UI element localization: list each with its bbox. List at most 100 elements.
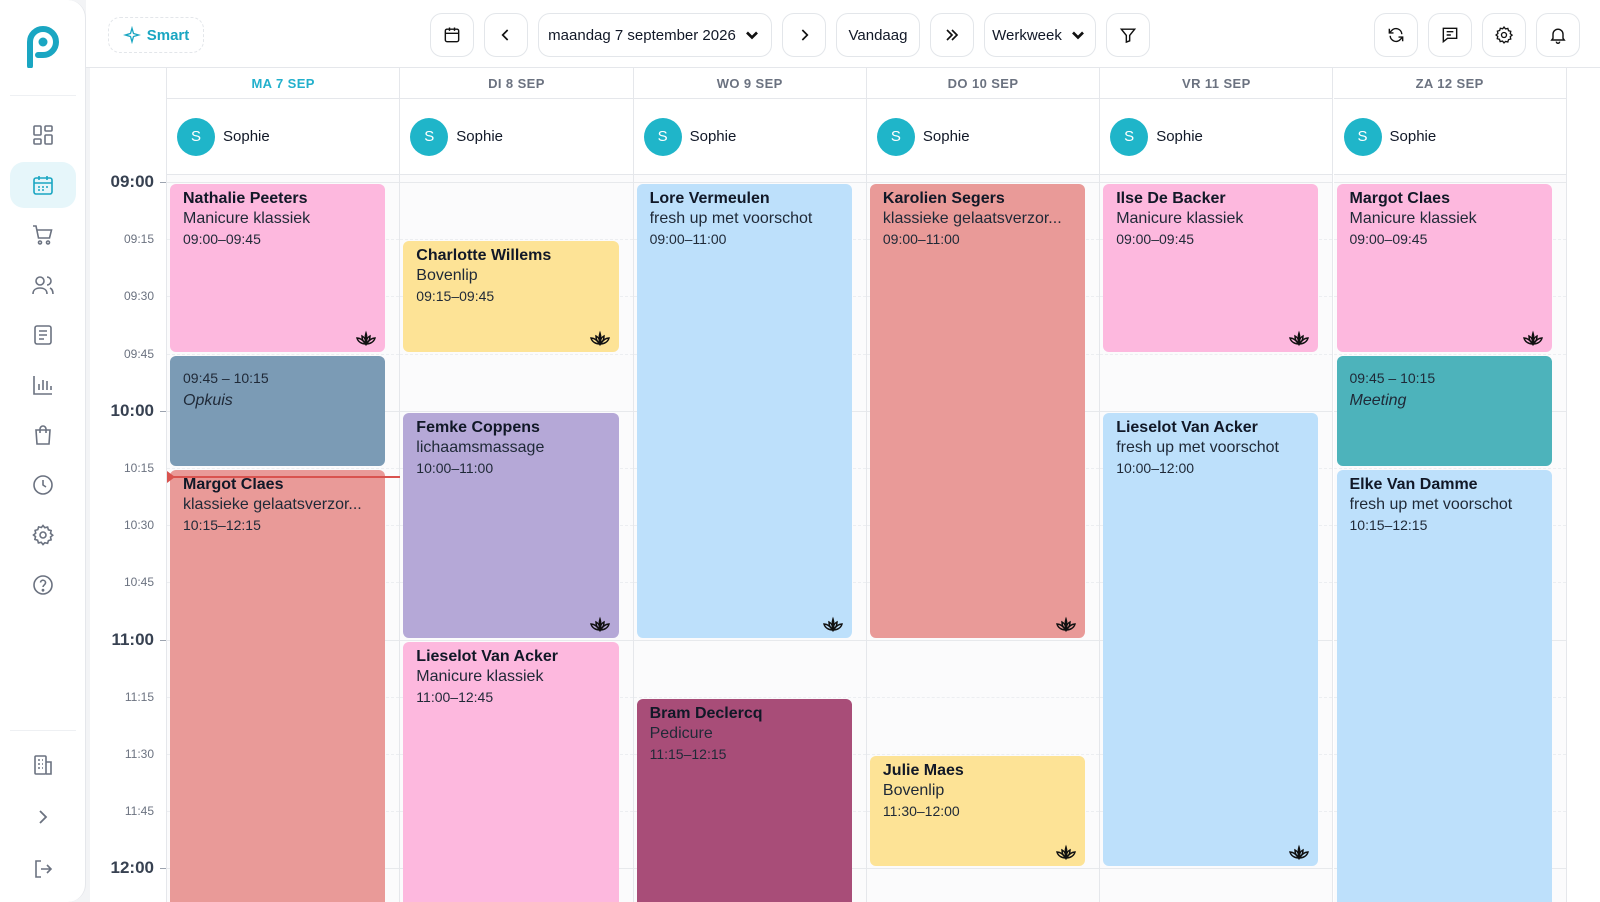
appointment-time: 09:45 – 10:15 (183, 369, 269, 386)
settings-icon (32, 524, 54, 546)
nav-logout[interactable] (10, 846, 76, 892)
appointment-card[interactable]: Karolien Segers klassieke gelaatsverzor..… (869, 184, 1086, 638)
service-name: Pedicure (649, 724, 713, 742)
date-selector[interactable]: maandag 7 september 2026 (538, 13, 772, 57)
time-tick (160, 182, 166, 183)
nav-settings[interactable] (10, 512, 76, 558)
avatar: S (643, 117, 682, 156)
nav-cart[interactable] (10, 212, 76, 258)
slot-line (866, 754, 1100, 755)
staff-header[interactable]: S Sophie (1100, 99, 1333, 175)
nav-dashboard[interactable] (10, 112, 76, 158)
lotus-icon (1288, 844, 1310, 861)
blocked-time-slot[interactable]: 09:45 – 10:15 Opkuis (170, 355, 386, 466)
smart-label: Smart (146, 26, 190, 44)
nav-users[interactable] (10, 262, 76, 308)
appointment-card[interactable]: Lieselot Van Acker fresh up met voorschot… (1103, 412, 1319, 867)
client-name: Julie Maes (882, 762, 964, 779)
appointment-card[interactable]: Elke Van Damme fresh up met voorschot 10:1… (1336, 470, 1552, 902)
brand-logo (27, 26, 59, 68)
staff-header[interactable]: S Sophie (1333, 99, 1566, 175)
slot-line (167, 353, 400, 355)
staff-header[interactable]: S Sophie (866, 99, 1100, 175)
slot-line (866, 868, 1100, 870)
nav-shop[interactable] (10, 412, 76, 458)
cart-icon (33, 225, 53, 245)
nav-history[interactable] (10, 462, 76, 508)
day-header[interactable]: MA 7 SEP (167, 68, 400, 99)
appointment-card[interactable]: Femke Coppens lichaamsmassage 10:00–11:00 (403, 412, 619, 638)
staff-header[interactable]: S Sophie (167, 99, 400, 175)
appointment-card[interactable]: Julie Maes Bovenlip 11:30–12:00 (869, 756, 1086, 867)
nav-documents[interactable] (10, 312, 76, 358)
shopping-bag-icon (35, 425, 51, 445)
jump-forward-button[interactable] (930, 13, 974, 57)
smart-button[interactable]: Smart (108, 17, 204, 53)
client-name: Margot Claes (183, 476, 284, 493)
time-label: 09:30 (123, 289, 154, 304)
blocked-time-slot[interactable]: 09:45 – 10:15 Meeting (1336, 355, 1552, 466)
calendar-icon (33, 176, 53, 195)
service-name: Manicure klassiek (416, 667, 544, 685)
previous-period-button[interactable] (484, 13, 528, 57)
view-selector[interactable]: Werkweek (984, 13, 1096, 57)
appointment-time: 11:00–12:45 (416, 688, 494, 705)
today-button[interactable]: Vandaag (836, 13, 920, 57)
slot-line (1100, 410, 1333, 412)
appointment-card[interactable]: Lore Vermeulen fresh up met voorschot 09:0… (636, 184, 852, 638)
nav-expand[interactable] (10, 794, 76, 840)
slot-line (400, 239, 633, 241)
appointment-card[interactable]: Margot Claes Manicure klassiek 09:00–09:45 (1336, 184, 1552, 352)
service-name: fresh up met voorschot (1349, 496, 1513, 513)
appointment-card[interactable]: Charlotte Willems Bovenlip 09:15–09:45 (403, 241, 619, 352)
bar-chart-icon (33, 376, 52, 395)
day-header[interactable]: VR 11 SEP (1100, 68, 1333, 99)
slot-line (1100, 353, 1333, 355)
filter-icon (1119, 28, 1137, 44)
current-date-label: maandag 7 september 2026 (548, 26, 736, 44)
appointment-time: 11:15–12:15 (649, 745, 727, 762)
appointment-card[interactable]: Margot Claes klassieke gelaatsverzor... 10… (170, 470, 386, 902)
staff-header[interactable]: S Sophie (400, 99, 633, 175)
calendar-grid: 09:00 09:15 09:30 09:45 10:00 10:15 10:30 10:45… (90, 68, 1600, 902)
day-header[interactable]: WO 9 SEP (633, 68, 866, 99)
nav-help[interactable] (10, 562, 76, 608)
time-label: 11:15 (124, 689, 154, 704)
appointment-card[interactable]: Lieselot Van Acker Manicure klassiek 11:00… (403, 641, 619, 902)
client-name: Nathalie Peeters (183, 190, 308, 207)
slot-line (400, 410, 633, 412)
appointment-card[interactable]: Bram Declercq Pedicure 11:15–12:15 (636, 698, 852, 902)
client-name: Charlotte Willems (416, 247, 552, 265)
date-picker-button[interactable] (430, 13, 474, 57)
day-header[interactable]: DI 8 SEP (400, 68, 633, 99)
calendar-toolbar: Smart maandag 7 september 2026 Vandaag W… (86, 0, 1600, 68)
filter-button[interactable] (1106, 13, 1150, 57)
slot-line (866, 182, 1100, 183)
appointment-time: 09:00–11:00 (882, 231, 960, 247)
day-header[interactable]: ZA 12 SEP (1333, 68, 1566, 99)
time-label: 10:00 (110, 400, 154, 420)
slot-line (1333, 353, 1566, 355)
appointment-card[interactable]: Ilse De Backer Manicure klassiek 09:00–09:… (1103, 184, 1319, 352)
staff-header[interactable]: S Sophie (633, 99, 866, 175)
chevron-down-icon (745, 31, 758, 40)
nav-business[interactable] (10, 742, 76, 788)
slot-line (633, 182, 866, 183)
messages-button[interactable] (1428, 13, 1472, 57)
appointment-card[interactable]: Nathalie Peeters Manicure klassiek 09:00–0… (170, 184, 386, 352)
nav-reports[interactable] (10, 362, 76, 408)
staff-name: Sophie (1156, 128, 1203, 145)
day-header[interactable]: DO 10 SEP (866, 68, 1100, 99)
sidebar-divider (10, 95, 76, 96)
appointment-time: 09:00–09:45 (1116, 231, 1195, 247)
message-icon (1442, 27, 1458, 44)
notifications-button[interactable] (1536, 13, 1580, 57)
settings-button[interactable] (1482, 13, 1526, 57)
bell-icon (1550, 28, 1566, 44)
expand-icon (39, 810, 48, 824)
nav-calendar[interactable] (10, 162, 76, 208)
refresh-button[interactable] (1374, 13, 1418, 57)
service-name: lichaamsmassage (416, 438, 545, 456)
sparkle-icon (122, 26, 141, 44)
next-period-button[interactable] (782, 13, 826, 57)
